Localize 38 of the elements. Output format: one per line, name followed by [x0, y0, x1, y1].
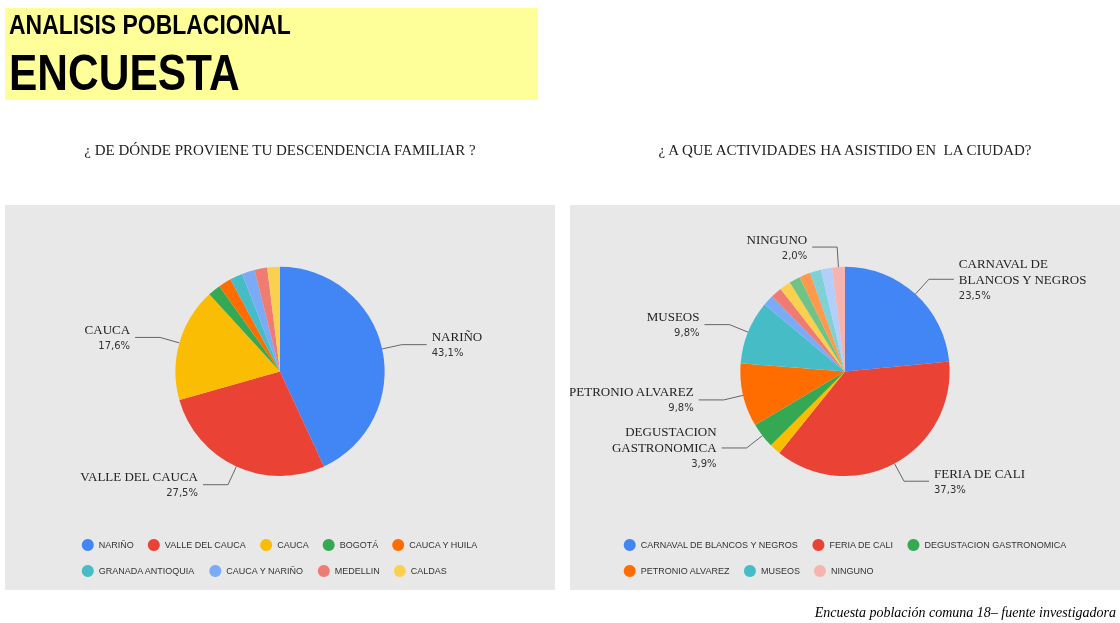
data-label: 27,5%	[166, 487, 198, 499]
legend-label: PETRONIO ALVAREZ	[640, 566, 730, 576]
slice-label: CARNAVAL DE BLANCOS Y NEGROS	[958, 255, 1087, 287]
chart-title: ¿ A QUE ACTIVIDADES HA ASISTIDO EN LA CIUDAD?	[658, 141, 1032, 158]
legend-label: CAUCA Y HUILA	[409, 540, 478, 550]
slice-label: DEGUSTACION GASTRONOMICA	[611, 424, 718, 456]
data-label: 23,5%	[958, 289, 991, 301]
slice-label: VALLE DEL CAUCA	[80, 469, 199, 485]
data-label: 17,6%	[98, 339, 131, 351]
legend-label: MEDELLIN	[334, 566, 380, 576]
data-label: 9,8%	[668, 402, 694, 414]
slice-label: CAUCA	[84, 321, 131, 337]
legend-label: CALDAS	[410, 566, 447, 576]
data-label: 37,3%	[934, 483, 966, 495]
slice-label: MUSEOS	[646, 309, 700, 325]
slice-label: NINGUNO	[746, 231, 808, 247]
legend-label: GRANADA ANTIOQUIA	[98, 566, 195, 576]
legend-label: NARIÑO	[98, 540, 134, 550]
data-label: 9,8%	[674, 327, 700, 339]
legend-label: MUSEOS	[760, 566, 800, 576]
data-label: 43,1%	[431, 347, 464, 359]
slice-label: NARIÑO	[431, 329, 483, 345]
legend-label: VALLE DEL CAUCA	[164, 540, 246, 550]
text: ANALISIS POBLACIONAL	[9, 10, 291, 41]
legend-label: CARNAVAL DE BLANCOS Y NEGROS	[640, 540, 798, 550]
chart-title: ¿ DE DÓNDE PROVIENE TU DESCENDENCIA FAMILIAR ?	[84, 141, 477, 158]
legend-label: CAUCA	[277, 540, 309, 550]
text: Encuesta población comuna 18– fuente investigadora	[814, 605, 1116, 621]
slice-label: PETRONIO ALVAREZ	[569, 384, 694, 400]
legend-label: BOGOTÁ	[339, 540, 379, 550]
legend-label: NINGUNO	[830, 566, 874, 576]
legend-label: DEGUSTACION GASTRONOMICA	[924, 540, 1067, 550]
legend-label: CAUCA Y NARIÑO	[226, 566, 304, 576]
text: ENCUESTA	[9, 44, 240, 102]
data-label: 2,0%	[781, 249, 808, 261]
data-label: 3,9%	[691, 458, 717, 470]
slice-label: FERIA DE CALI	[934, 465, 1026, 481]
legend-label: FERIA DE CALI	[829, 540, 893, 550]
